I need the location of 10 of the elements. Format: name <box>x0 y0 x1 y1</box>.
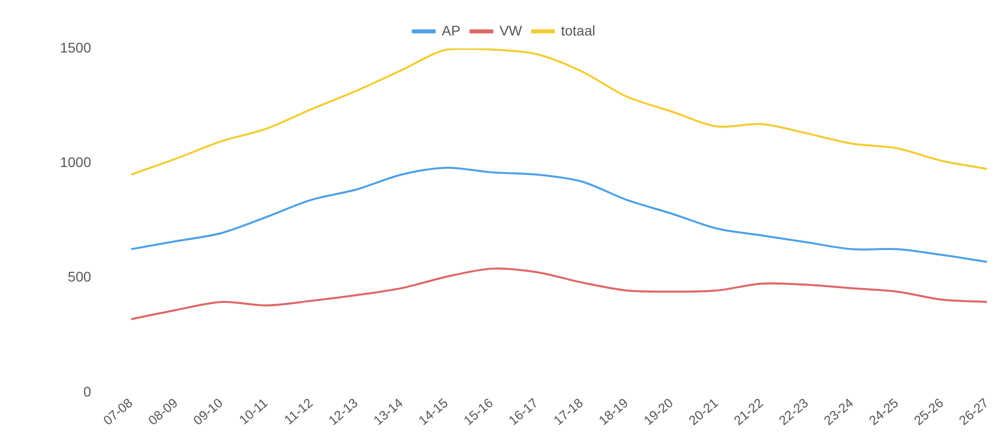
line-series <box>130 268 988 320</box>
line-series <box>130 166 988 263</box>
y-tick-label: 1000 <box>60 154 92 170</box>
y-tick-label: 1500 <box>60 39 92 56</box>
line-series <box>130 48 988 176</box>
legend-label: AP <box>442 22 460 38</box>
legend-label: totaal <box>560 22 596 38</box>
y-tick-label: 500 <box>68 268 92 285</box>
legend-label: VW <box>499 22 523 38</box>
y-tick-label: 0 <box>83 383 92 400</box>
